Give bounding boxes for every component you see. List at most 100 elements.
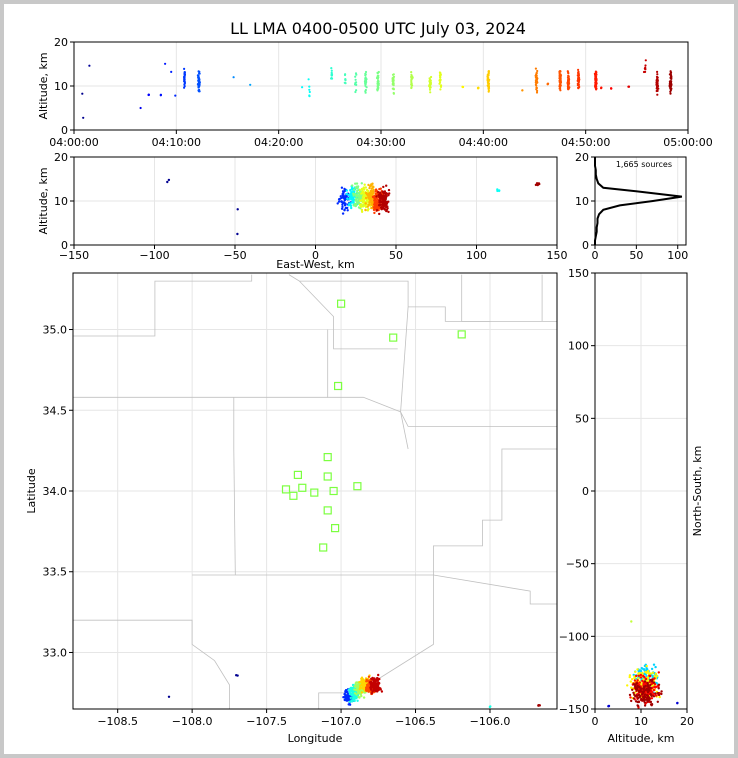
county-boundary xyxy=(327,329,401,413)
source-point xyxy=(536,69,539,73)
source-point xyxy=(594,75,597,79)
source-point xyxy=(351,688,354,691)
source-point xyxy=(362,681,365,684)
source-point xyxy=(183,71,186,74)
source-point xyxy=(656,73,659,76)
source-point xyxy=(392,76,395,79)
time-height-panel: 04:00:00 04:10:00 04:20:00 04:30:00 04:40:00… xyxy=(37,36,713,149)
source-point xyxy=(657,671,660,674)
source-point xyxy=(374,200,378,203)
y-tick-label: 33.0 xyxy=(43,646,68,659)
source-point xyxy=(370,692,373,695)
source-point xyxy=(377,84,380,87)
source-point xyxy=(363,188,366,191)
source-point xyxy=(343,81,346,84)
source-point xyxy=(348,700,351,703)
source-point xyxy=(341,203,344,206)
source-point xyxy=(366,194,370,197)
x-tick-label: −100 xyxy=(139,249,169,262)
source-point xyxy=(647,696,651,699)
source-point xyxy=(198,70,201,73)
source-point xyxy=(636,684,639,688)
source-point xyxy=(632,691,635,694)
source-point xyxy=(355,194,359,197)
source-point xyxy=(639,676,643,679)
source-point xyxy=(330,69,333,72)
source-point xyxy=(249,83,252,86)
source-point xyxy=(388,192,391,195)
source-point xyxy=(538,704,541,707)
source-point xyxy=(652,692,655,696)
source-point xyxy=(439,78,442,81)
source-point xyxy=(174,94,177,97)
source-point xyxy=(486,73,489,77)
source-point xyxy=(439,88,442,91)
source-point xyxy=(360,182,363,185)
source-point xyxy=(380,690,384,693)
county-boundary xyxy=(73,274,253,337)
source-point xyxy=(330,73,333,76)
source-point xyxy=(355,696,358,699)
source-point xyxy=(638,672,642,675)
y-tick-label: −100 xyxy=(559,630,589,643)
source-point xyxy=(374,678,378,681)
source-point xyxy=(629,696,632,699)
source-point xyxy=(536,183,539,187)
source-point xyxy=(371,677,374,680)
source-point xyxy=(346,197,349,200)
source-point xyxy=(636,668,639,671)
source-point xyxy=(630,620,633,623)
source-point xyxy=(351,184,354,187)
source-point xyxy=(197,89,200,92)
source-point xyxy=(352,199,355,203)
source-point xyxy=(566,85,570,88)
source-point xyxy=(566,70,569,73)
source-point xyxy=(367,675,371,678)
source-point xyxy=(410,86,413,89)
source-point xyxy=(349,692,352,695)
source-point xyxy=(628,675,631,679)
source-point xyxy=(340,186,344,189)
source-point xyxy=(344,695,348,699)
source-point xyxy=(652,663,656,666)
source-point xyxy=(367,183,370,187)
source-point xyxy=(646,682,649,685)
source-point xyxy=(374,685,377,688)
y-tick-label: 10 xyxy=(54,195,68,208)
source-point xyxy=(633,679,637,682)
source-point xyxy=(379,197,382,200)
source-point xyxy=(376,88,379,91)
lma-station-marker xyxy=(323,453,332,462)
source-point xyxy=(355,202,358,206)
source-point xyxy=(636,679,639,682)
source-point xyxy=(364,202,367,205)
ew-height-panel: −150 −100 −50 0 50 100 150 0 10 20 East-West, km Al… xyxy=(37,151,568,271)
source-point xyxy=(535,86,538,89)
source-point xyxy=(497,189,501,193)
source-point xyxy=(488,705,492,709)
source-point xyxy=(88,64,91,67)
source-point xyxy=(183,78,186,81)
source-point xyxy=(660,690,663,693)
x-tick-label: 0 xyxy=(592,249,599,262)
source-point xyxy=(651,671,655,674)
source-point xyxy=(638,681,641,684)
lma-station-marker xyxy=(289,491,298,500)
y-tick-label: 0 xyxy=(582,239,589,252)
x-tick-label: 04:50:00 xyxy=(561,136,610,149)
source-point xyxy=(235,674,238,677)
source-point xyxy=(410,83,413,87)
source-point xyxy=(535,74,538,77)
source-point xyxy=(658,695,661,699)
source-point xyxy=(343,187,346,191)
source-point xyxy=(365,86,368,89)
source-point xyxy=(640,693,644,696)
source-point xyxy=(349,188,352,192)
source-point xyxy=(648,674,651,677)
source-point xyxy=(346,209,349,212)
county-boundary xyxy=(192,574,434,709)
source-point xyxy=(343,209,346,212)
source-point xyxy=(669,85,672,88)
source-point xyxy=(381,197,384,200)
source-point xyxy=(628,674,632,677)
